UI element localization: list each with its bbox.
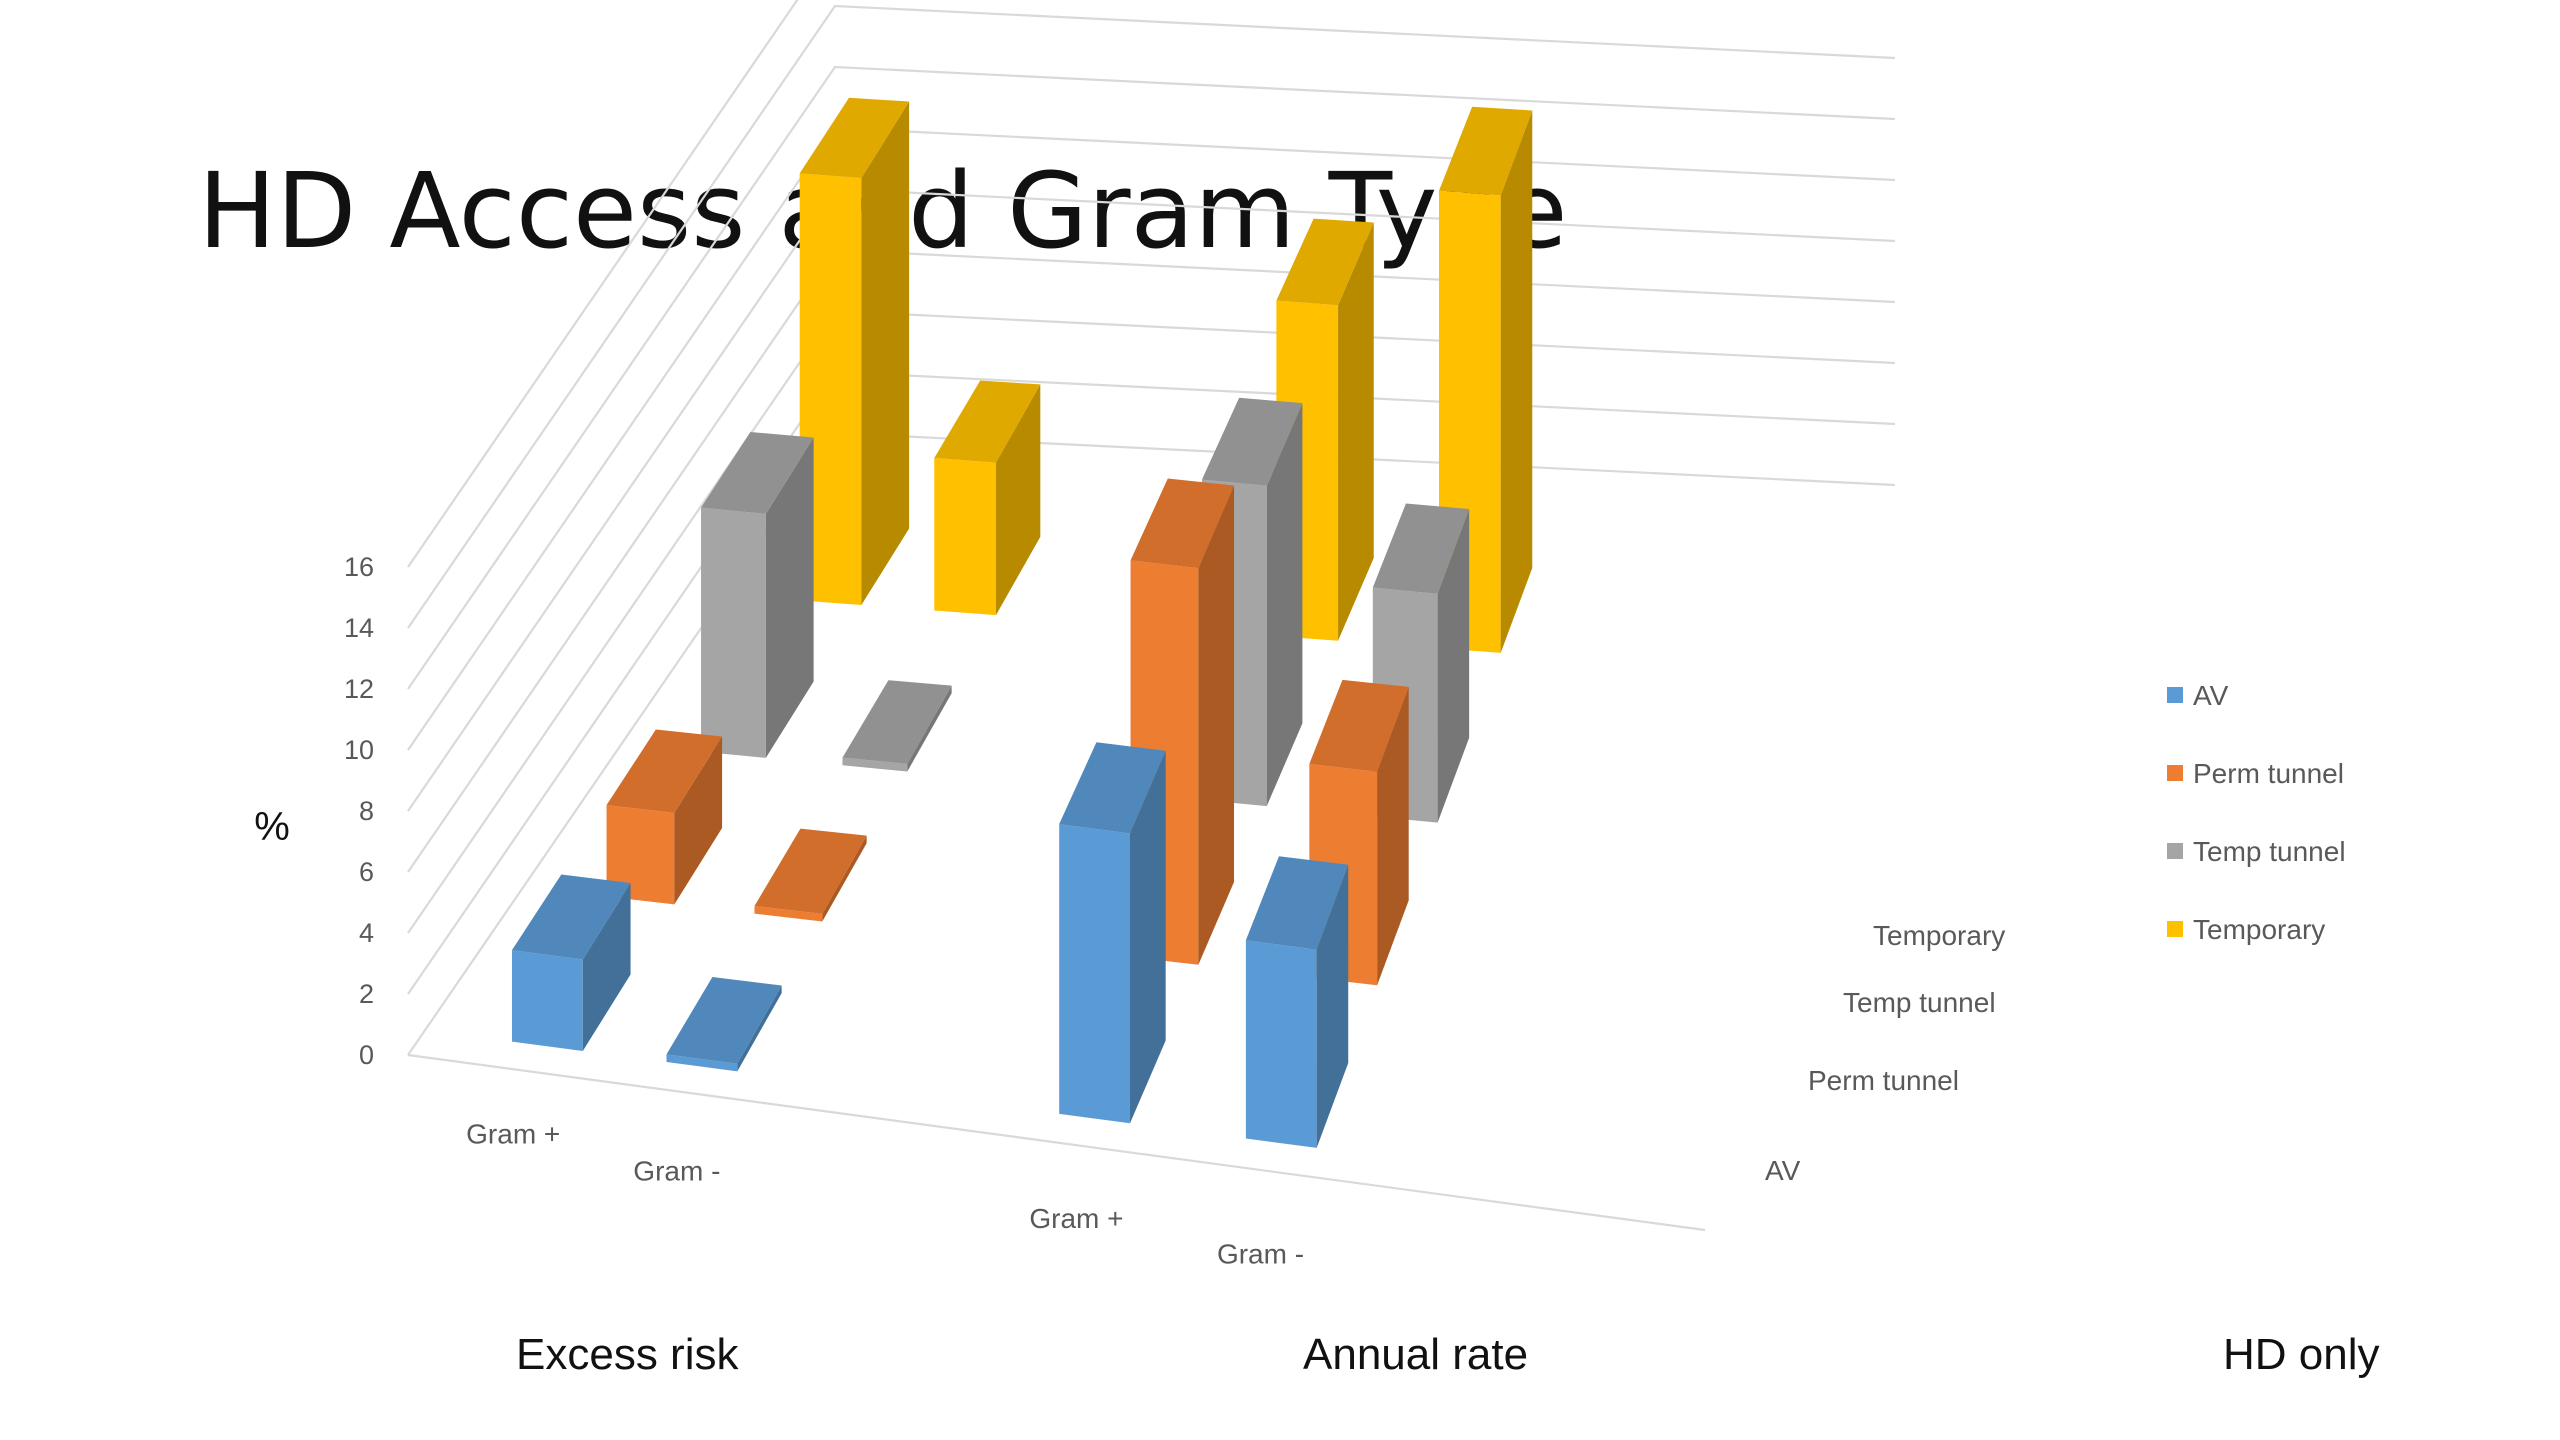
legend-swatch (2167, 843, 2183, 859)
gridline (407, 65, 1896, 690)
legend-label: Temp tunnel (2193, 836, 2346, 867)
y-tick-label: 6 (359, 857, 374, 887)
x-category-label: Gram + (466, 1119, 560, 1150)
bar-temp-tunnel-0 (701, 432, 814, 758)
excess-risk-label: Excess risk (516, 1330, 739, 1379)
legend-label: Temporary (2193, 914, 2325, 945)
bar-temporary-1 (934, 380, 1041, 616)
depth-axis-label: Temp tunnel (1843, 987, 1996, 1018)
depth-axis-label: Perm tunnel (1808, 1065, 1959, 1096)
legend-swatch (2167, 921, 2183, 937)
y-tick-label: 12 (344, 674, 374, 704)
bar-av-2 (1059, 742, 1166, 1124)
floor-front-edge (407, 1053, 1706, 1232)
gridline (407, 4, 1896, 629)
y-tick-label: 16 (344, 552, 374, 582)
x-category-label: Gram - (633, 1156, 720, 1187)
bar-av-3 (1245, 856, 1349, 1148)
y-tick-label: 0 (359, 1040, 374, 1070)
x-category-label: Gram + (1029, 1203, 1123, 1234)
bars (511, 97, 1533, 1148)
legend-swatch (2167, 765, 2183, 781)
axis-labels: 0 2 4 6 8 10 12 14 16% Gram + Gram - Gram + Gram - AV… (254, 552, 2005, 1269)
annual-rate-label: Annual rate (1303, 1330, 1529, 1379)
legend-swatch (2167, 687, 2183, 703)
bar-temporary-0 (799, 97, 910, 606)
bar-temp-tunnel-1 (842, 680, 952, 772)
legend: AV Perm tunnel Temp tunnel Temporary (2167, 680, 2346, 945)
y-tick-label: 14 (344, 613, 374, 643)
depth-axis-label: AV (1765, 1155, 1801, 1186)
bar-temporary-3 (1439, 106, 1533, 653)
y-tick-label: 8 (359, 796, 374, 826)
hd-only-label: HD only (2223, 1330, 2380, 1379)
y-tick-label: 10 (344, 735, 374, 765)
y-axis-label: % (254, 805, 290, 849)
bar-av-1 (666, 976, 782, 1072)
y-tick-label: 4 (359, 918, 374, 948)
gridline (407, 0, 799, 568)
y-tick-label: 2 (359, 979, 374, 1009)
bar-perm-tunnel-0 (606, 729, 723, 905)
depth-axis-label: Temporary (1873, 920, 2005, 951)
x-category-label: Gram - (1217, 1238, 1304, 1269)
bar-perm-tunnel-1 (754, 828, 867, 922)
bar-av-0 (511, 874, 631, 1051)
legend-label: Perm tunnel (2193, 758, 2344, 789)
legend-label: AV (2193, 680, 2229, 711)
